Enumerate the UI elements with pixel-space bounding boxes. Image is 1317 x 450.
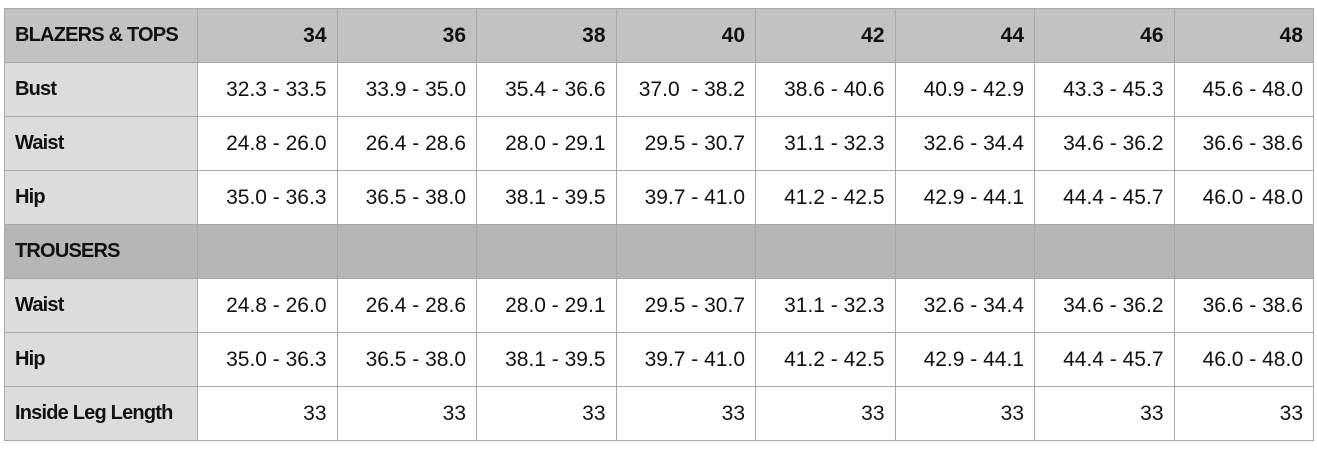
measurement-cell: 41.2 - 42.5 — [755, 332, 896, 387]
row-label: Inside Leg Length — [4, 386, 198, 441]
measurement-cell: 33.9 - 35.0 — [336, 62, 477, 117]
measurement-cell: 42.9 - 44.1 — [894, 170, 1035, 225]
measurement-cell: 38.1 - 39.5 — [476, 170, 617, 225]
size-header: 34 — [197, 8, 338, 63]
measurement-cell: 28.0 - 29.1 — [476, 116, 617, 171]
row-label: Waist — [4, 116, 198, 171]
measurement-cell: 35.0 - 36.3 — [197, 170, 338, 225]
measurement-cell: 26.4 - 28.6 — [336, 116, 477, 171]
measurement-cell: 33 — [894, 386, 1035, 441]
size-header: 46 — [1034, 8, 1175, 63]
measurement-cell: 33 — [336, 386, 477, 441]
measurement-cell: 39.7 - 41.0 — [615, 332, 756, 387]
measurement-cell: 32.3 - 33.5 — [197, 62, 338, 117]
measurement-cell: 38.1 - 39.5 — [476, 332, 617, 387]
empty-cell — [1034, 224, 1175, 279]
size-header: 36 — [336, 8, 477, 63]
measurement-cell: 35.0 - 36.3 — [197, 332, 338, 387]
row-label: Hip — [4, 332, 198, 387]
size-header: 42 — [755, 8, 896, 63]
row-label: Bust — [4, 62, 198, 117]
measurement-cell: 44.4 - 45.7 — [1034, 170, 1175, 225]
table-row: Bust 32.3 - 33.5 33.9 - 35.0 35.4 - 36.6 37.… — [4, 62, 1314, 117]
measurement-cell: 40.9 - 42.9 — [894, 62, 1035, 117]
measurement-cell: 33 — [755, 386, 896, 441]
section-row: TROUSERS — [4, 224, 1314, 279]
table-row: Inside Leg Length 33 33 33 33 33 33 33 33 — [4, 386, 1314, 441]
table-row: Waist 24.8 - 26.0 26.4 - 28.6 28.0 - 29.1 29… — [4, 116, 1314, 171]
measurement-cell: 41.2 - 42.5 — [755, 170, 896, 225]
measurement-cell: 46.0 - 48.0 — [1173, 332, 1314, 387]
measurement-cell: 32.6 - 34.4 — [894, 116, 1035, 171]
measurement-cell: 45.6 - 48.0 — [1173, 62, 1314, 117]
measurement-cell: 31.1 - 32.3 — [755, 278, 896, 333]
measurement-cell: 38.6 - 40.6 — [755, 62, 896, 117]
measurement-cell: 36.5 - 38.0 — [336, 170, 477, 225]
measurement-cell: 24.8 - 26.0 — [197, 278, 338, 333]
measurement-cell: 46.0 - 48.0 — [1173, 170, 1314, 225]
measurement-cell: 33 — [615, 386, 756, 441]
measurement-cell: 33 — [476, 386, 617, 441]
measurement-cell: 33 — [197, 386, 338, 441]
section-title: BLAZERS & TOPS — [4, 8, 198, 63]
row-label: Hip — [4, 170, 198, 225]
empty-cell — [1173, 224, 1314, 279]
measurement-cell: 29.5 - 30.7 — [615, 116, 756, 171]
size-header: 38 — [476, 8, 617, 63]
header-row: BLAZERS & TOPS 34 36 38 40 42 44 46 48 — [4, 8, 1314, 63]
row-label: Waist — [4, 278, 198, 333]
table-row: Waist 24.8 - 26.0 26.4 - 28.6 28.0 - 29.1 29… — [4, 278, 1314, 333]
measurement-cell: 32.6 - 34.4 — [894, 278, 1035, 333]
empty-cell — [755, 224, 896, 279]
measurement-cell: 28.0 - 29.1 — [476, 278, 617, 333]
measurement-cell: 37.0 - 38.2 — [615, 62, 756, 117]
measurement-cell: 36.6 - 38.6 — [1173, 278, 1314, 333]
measurement-cell: 43.3 - 45.3 — [1034, 62, 1175, 117]
measurement-cell: 36.6 - 38.6 — [1173, 116, 1314, 171]
measurement-cell: 44.4 - 45.7 — [1034, 332, 1175, 387]
measurement-cell: 34.6 - 36.2 — [1034, 278, 1175, 333]
measurement-cell: 24.8 - 26.0 — [197, 116, 338, 171]
measurement-cell: 42.9 - 44.1 — [894, 332, 1035, 387]
table-row: Hip 35.0 - 36.3 36.5 - 38.0 38.1 - 39.5 39.7… — [4, 332, 1314, 387]
size-header: 48 — [1173, 8, 1314, 63]
measurement-cell: 36.5 - 38.0 — [336, 332, 477, 387]
size-header: 44 — [894, 8, 1035, 63]
empty-cell — [197, 224, 338, 279]
empty-cell — [476, 224, 617, 279]
section-title: TROUSERS — [4, 224, 198, 279]
table-row: Hip 35.0 - 36.3 36.5 - 38.0 38.1 - 39.5 39.7… — [4, 170, 1314, 225]
empty-cell — [615, 224, 756, 279]
measurement-cell: 31.1 - 32.3 — [755, 116, 896, 171]
empty-cell — [894, 224, 1035, 279]
measurement-cell: 33 — [1173, 386, 1314, 441]
measurement-cell: 26.4 - 28.6 — [336, 278, 477, 333]
empty-cell — [336, 224, 477, 279]
measurement-cell: 35.4 - 36.6 — [476, 62, 617, 117]
size-chart-table: BLAZERS & TOPS 34 36 38 40 42 44 46 48 Bust 32.3 -… — [4, 8, 1314, 441]
measurement-cell: 33 — [1034, 386, 1175, 441]
measurement-cell: 34.6 - 36.2 — [1034, 116, 1175, 171]
size-header: 40 — [615, 8, 756, 63]
measurement-cell: 29.5 - 30.7 — [615, 278, 756, 333]
measurement-cell: 39.7 - 41.0 — [615, 170, 756, 225]
